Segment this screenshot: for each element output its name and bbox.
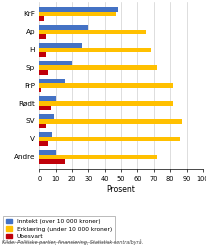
Bar (39, 101, 173, 106)
Bar (39, 34, 46, 39)
Bar (39, 25, 88, 30)
X-axis label: Prosent: Prosent (106, 185, 135, 194)
Bar (39, 159, 65, 164)
Bar (39, 141, 47, 146)
Bar (39, 150, 55, 155)
Text: Kilde: Politiske partier, finansiering, Statistisk sentralbyrå.: Kilde: Politiske partier, finansiering, … (2, 239, 143, 245)
Bar (39, 70, 47, 75)
Bar (39, 65, 156, 70)
Bar (39, 132, 52, 137)
Bar (39, 43, 81, 48)
Bar (39, 16, 44, 21)
Bar (39, 106, 50, 110)
Bar (39, 119, 181, 124)
Bar (39, 137, 179, 141)
Bar (39, 88, 41, 93)
Bar (39, 48, 150, 52)
Bar (39, 12, 116, 16)
Bar (39, 52, 46, 57)
Bar (39, 61, 72, 65)
Legend: Inntekt (over 10 000 kroner), Erklæring (under 10 000 kroner), Ubesvart: Inntekt (over 10 000 kroner), Erklæring … (3, 216, 114, 242)
Bar (39, 124, 46, 128)
Bar (39, 7, 117, 12)
Bar (39, 96, 55, 101)
Bar (39, 30, 145, 34)
Bar (39, 83, 173, 88)
Bar (39, 79, 65, 83)
Bar (39, 155, 156, 159)
Bar (39, 114, 54, 119)
